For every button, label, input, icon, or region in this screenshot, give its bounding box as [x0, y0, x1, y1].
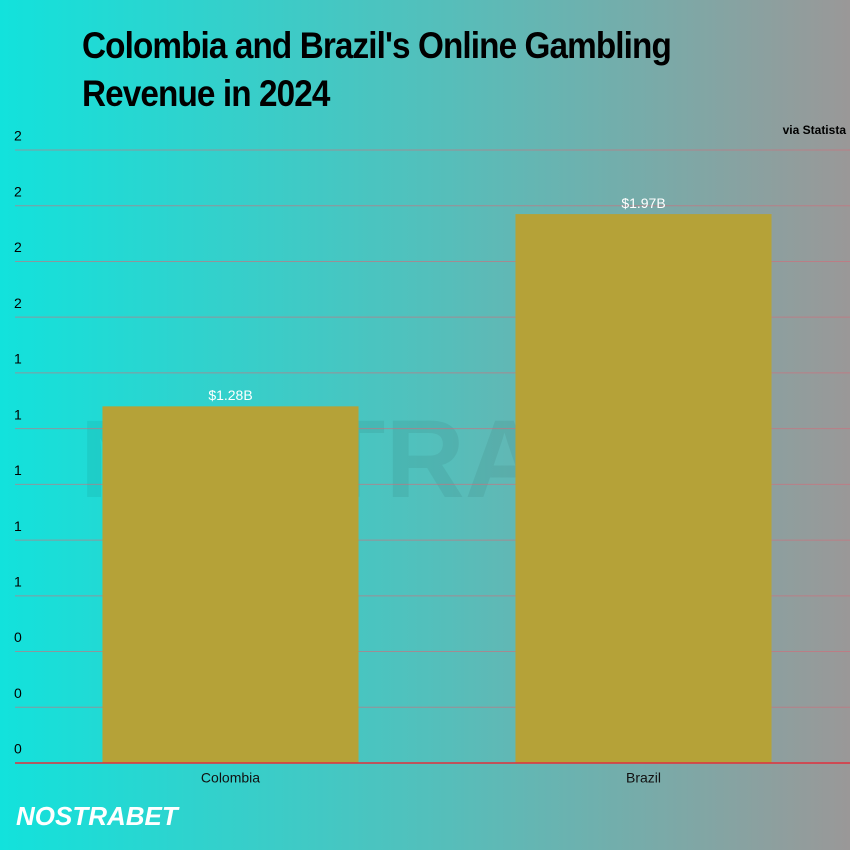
- y-tick-label: 1: [14, 462, 22, 478]
- y-tick-label: 2: [14, 128, 22, 144]
- logo: NOSTRABET: [16, 801, 180, 831]
- source-note: via Statista: [783, 123, 847, 137]
- y-tick-label: 2: [14, 239, 22, 255]
- y-tick-label: 0: [14, 685, 22, 701]
- y-tick-label: 0: [14, 629, 22, 645]
- y-tick-label: 1: [14, 351, 22, 367]
- value-label: $1.97B: [621, 195, 665, 211]
- x-tick-label: Brazil: [626, 770, 661, 786]
- y-tick-label: 1: [14, 406, 22, 422]
- x-tick-label: Colombia: [201, 770, 260, 786]
- bar: [515, 214, 772, 763]
- value-label: $1.28B: [208, 387, 252, 403]
- y-tick-label: 0: [14, 741, 22, 757]
- y-tick-label: 1: [14, 518, 22, 534]
- y-tick-label: 2: [14, 183, 22, 199]
- bar: [102, 406, 359, 763]
- y-tick-label: 2: [14, 295, 22, 311]
- y-tick-label: 1: [14, 574, 22, 590]
- chart-title: Colombia and Brazil's Online Gambling Re…: [82, 25, 672, 114]
